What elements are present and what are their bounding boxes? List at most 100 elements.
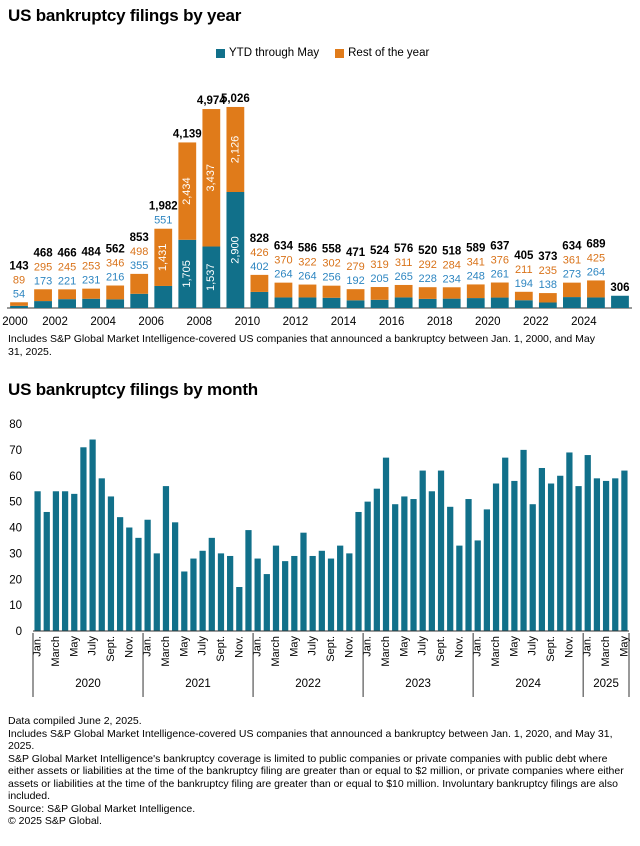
label-total-2003: 484 [82, 247, 102, 259]
label-ytd-2021: 194 [515, 278, 533, 290]
ytick-50: 50 [9, 497, 22, 509]
month-label-12: Jan. [142, 636, 154, 657]
bar-month-64 [621, 470, 628, 631]
label-rest-2002: 245 [58, 261, 76, 273]
bar-month-48 [474, 540, 481, 631]
bar-ytd-2011 [274, 297, 293, 308]
bar-month-60 [584, 455, 591, 631]
xtick-2020: 2020 [475, 316, 501, 328]
bar-ytd-2022 [538, 302, 557, 308]
bar-month-26 [272, 545, 280, 631]
label-total-2007: 4,139 [173, 128, 202, 140]
bar-month-27 [282, 561, 289, 631]
label-total-2024: 689 [586, 238, 605, 250]
label-rest-2004: 346 [106, 258, 124, 270]
bar-month-18 [199, 550, 206, 631]
bar-month-30 [309, 555, 316, 631]
bar-month-34 [346, 553, 353, 631]
bar-month-61 [593, 478, 601, 631]
label-ytd-2003: 231 [82, 275, 100, 287]
bar-ytd-2015 [370, 299, 389, 308]
month-label-50: March [490, 636, 502, 667]
month-label-58: Nov. [563, 636, 575, 658]
bar-month-32 [327, 558, 335, 631]
bar-rest-2007 [178, 142, 197, 240]
footer-notes: Data compiled June 2, 2025. Includes S&P… [8, 715, 633, 828]
label-total-2013: 558 [322, 244, 342, 256]
label-ytd-2017: 228 [418, 273, 436, 285]
legend-item-ytd: YTD through May [216, 47, 319, 59]
label-ytd-2015: 205 [370, 273, 388, 285]
label-total-2001: 468 [33, 247, 53, 259]
label-total-2012: 586 [298, 243, 317, 255]
bar-ytd-2023 [563, 297, 581, 308]
xtick-2014: 2014 [331, 316, 357, 328]
ytick-40: 40 [9, 523, 22, 535]
label-ytd-2002: 221 [58, 275, 76, 287]
bar-month-52 [511, 480, 518, 631]
bar-ytd-2004 [106, 299, 125, 308]
ytick-70: 70 [9, 445, 22, 457]
footer-source: Source: S&P Global Market Intelligence. [8, 802, 196, 815]
label-total-2005: 853 [130, 232, 149, 244]
label-rest-2023: 361 [563, 255, 581, 267]
label-total-2021: 405 [514, 250, 534, 262]
bar-month-38 [382, 457, 390, 631]
month-chart: 0 10 20 30 40 50 60 70 80 Jan. March May July Sept. No… [9, 419, 630, 697]
month-label-14: March [160, 636, 172, 667]
xtick-2010: 2010 [235, 316, 261, 328]
bar-rest-2002 [58, 289, 76, 300]
year-chart: 54 89 143 173 295 468 221 245 466 231 253 484 216 346… [2, 93, 632, 328]
bar-month-4 [71, 493, 78, 631]
bar-month-37 [373, 488, 380, 631]
label-ytd-2011: 264 [274, 269, 292, 281]
label-rest-2007: 2,434 [181, 177, 193, 205]
month-label-36: Jan. [362, 636, 374, 657]
bar-ytd-2020 [490, 297, 509, 308]
bar-ytd-2000 [10, 305, 28, 308]
month-label-40: May [398, 636, 410, 657]
label-ytd-2001: 173 [34, 275, 52, 287]
bar-month-45 [447, 506, 454, 631]
year-group-2020: 2020 [75, 678, 101, 690]
month-label-34: Nov. [343, 636, 355, 658]
label-rest-2005: 498 [130, 246, 148, 258]
label-rest-2017: 292 [418, 259, 436, 271]
bar-ytd-2018 [442, 298, 461, 308]
bar-month-57 [557, 475, 564, 631]
bar-ytd-2008 [202, 246, 221, 308]
bar-rest-2015 [370, 287, 389, 300]
label-rest-2013: 302 [322, 258, 340, 270]
bar-month-49 [483, 509, 490, 631]
bar-month-22 [236, 587, 243, 631]
bar-month-16 [181, 571, 188, 631]
label-rest-2003: 253 [82, 261, 100, 273]
bar-month-5 [80, 447, 87, 631]
year-group-2021: 2021 [185, 678, 211, 690]
bar-month-9 [116, 517, 124, 631]
ytick-80: 80 [9, 419, 22, 431]
label-rest-2011: 370 [274, 255, 292, 267]
label-rest-2022: 235 [539, 265, 557, 277]
label-total-2014: 471 [346, 247, 366, 259]
bar-rest-2019 [466, 284, 485, 299]
label-ytd-2024: 264 [587, 266, 605, 278]
label-total-2008: 4,974 [197, 95, 226, 107]
bar-ytd-2003 [82, 298, 101, 308]
xtick-2016: 2016 [379, 316, 405, 328]
bar-rest-2004 [106, 285, 125, 300]
bar-month-2 [52, 491, 60, 631]
bar-rest-2023 [563, 282, 581, 298]
bar-month-56 [547, 483, 555, 631]
bar-month-17 [190, 558, 197, 631]
bar-month-62 [602, 480, 610, 631]
label-rest-2014: 279 [346, 261, 364, 273]
legend-swatch-rest [335, 48, 345, 58]
ytick-60: 60 [9, 471, 22, 483]
label-ytd-2005: 355 [130, 260, 148, 272]
legend-label-rest: Rest of the year [348, 47, 430, 59]
label-rest-2015: 319 [370, 259, 388, 271]
month-label-46: Nov. [453, 636, 465, 658]
bar-ytd-2024 [587, 297, 605, 308]
footer-coverage-limits: S&P Global Market Intelligence's bankrup… [8, 752, 624, 803]
